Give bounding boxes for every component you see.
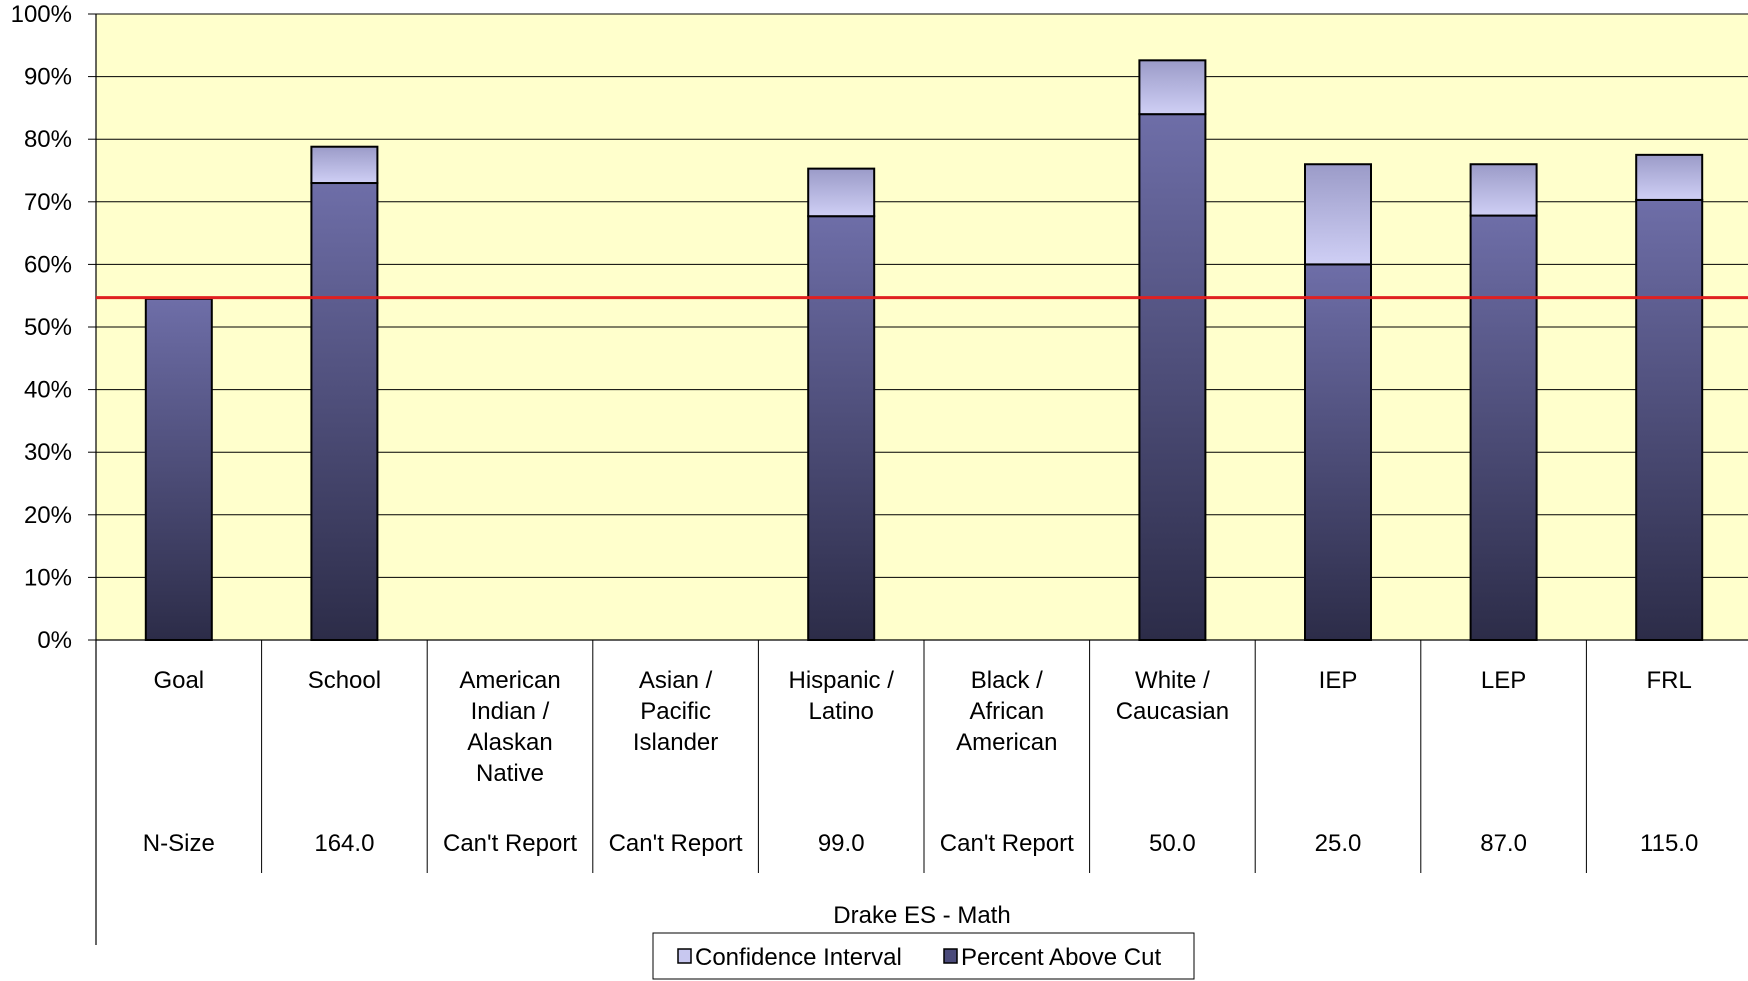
n-size-value: 87.0 xyxy=(1480,830,1527,857)
y-tick-label: 100% xyxy=(11,1,72,28)
y-tick-label: 0% xyxy=(37,627,72,654)
bar-percent-above-cut xyxy=(1469,214,1538,642)
category-label: Black / xyxy=(971,667,1043,694)
category-label: Pacific xyxy=(640,698,711,725)
n-size-value: 99.0 xyxy=(818,830,865,857)
y-tick-label: 90% xyxy=(24,64,72,91)
category-label: FRL xyxy=(1647,667,1692,694)
category-label: Islander xyxy=(633,729,718,756)
bar-percent-above-cut xyxy=(807,215,876,641)
y-tick-label: 10% xyxy=(24,564,72,591)
bar-confidence-interval xyxy=(1469,163,1538,217)
bar-percent-above-cut xyxy=(310,182,379,642)
legend-swatch-percent-above-cut xyxy=(943,948,958,964)
bar-confidence-interval xyxy=(1635,153,1704,201)
category-label: White / xyxy=(1135,667,1210,694)
y-tick-label: 20% xyxy=(24,502,72,529)
y-tick-label: 40% xyxy=(24,377,72,404)
legend-label-confidence-interval: Confidence Interval xyxy=(695,944,902,971)
category-label: African xyxy=(969,698,1044,725)
category-label: IEP xyxy=(1319,667,1358,694)
bar-confidence-interval xyxy=(1138,59,1207,116)
n-size-value: Can't Report xyxy=(443,830,577,857)
bar-confidence-interval xyxy=(1304,163,1372,266)
bar-confidence-interval xyxy=(310,145,379,185)
category-label: Latino xyxy=(809,698,874,725)
bar-percent-above-cut xyxy=(1138,113,1207,642)
category-label: Caucasian xyxy=(1116,698,1229,725)
bar-percent-above-cut xyxy=(1635,198,1704,641)
bar-percent-above-cut xyxy=(144,297,213,641)
y-tick-label: 50% xyxy=(24,314,72,341)
category-label: School xyxy=(308,667,381,694)
category-label: American xyxy=(459,667,560,694)
chart-title: Drake ES - Math xyxy=(833,902,1010,929)
y-tick-label: 70% xyxy=(24,189,72,216)
legend-label-percent-above-cut: Percent Above Cut xyxy=(961,944,1161,971)
category-label: Asian / xyxy=(639,667,713,694)
n-size-label: N-Size xyxy=(143,830,215,857)
category-label: Hispanic / xyxy=(789,667,895,694)
y-tick-label: 60% xyxy=(24,251,72,278)
n-size-value: Can't Report xyxy=(609,830,743,857)
category-label: American xyxy=(956,729,1057,756)
n-size-value: 25.0 xyxy=(1315,830,1362,857)
legend-box xyxy=(652,932,1195,980)
n-size-value: 115.0 xyxy=(1640,830,1698,857)
category-label: LEP xyxy=(1481,667,1526,694)
n-size-value: 164.0 xyxy=(314,830,374,857)
bar-percent-above-cut xyxy=(1304,263,1372,641)
category-label: Goal xyxy=(153,667,204,694)
y-tick-label: 80% xyxy=(24,126,72,153)
y-tick-label: 30% xyxy=(24,439,72,466)
category-label: Native xyxy=(476,760,544,787)
category-label: Indian / xyxy=(471,698,550,725)
category-label: Alaskan xyxy=(467,729,552,756)
legend-swatch-confidence-interval xyxy=(677,948,692,964)
n-size-value: 50.0 xyxy=(1149,830,1196,857)
bar-confidence-interval xyxy=(807,167,876,218)
n-size-value: Can't Report xyxy=(940,830,1074,857)
